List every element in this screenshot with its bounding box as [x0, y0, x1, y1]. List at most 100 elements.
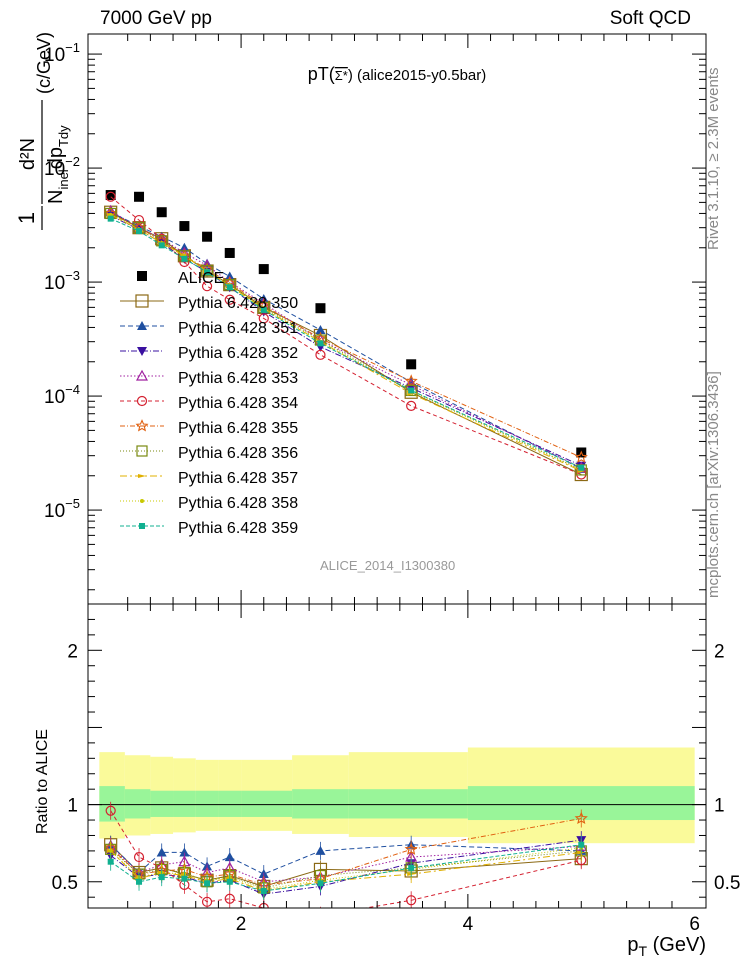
- y-label-den-part: dp: [45, 147, 67, 169]
- uncertainty-band-inner: [348, 789, 468, 819]
- data-point-ALICE: [179, 221, 190, 232]
- y-tick-label: 10−2: [44, 154, 80, 180]
- ratio-line-357: [110, 850, 582, 892]
- data-point-359: [107, 215, 114, 222]
- data-point-356: [405, 384, 417, 397]
- y-label-denominator: NineldpTdy: [45, 125, 71, 204]
- y-label-one: 1: [14, 212, 39, 224]
- plot-title-particle: Σ*: [335, 68, 348, 83]
- analysis-reference: ALICE_2014_I1300380: [320, 558, 456, 573]
- data-point-ALICE: [406, 359, 417, 370]
- plot-title-tail: ) (alice2015-y0.5bar): [348, 67, 486, 84]
- ratio-line-351: [110, 844, 582, 875]
- x-tick-label: 4: [463, 914, 474, 935]
- data-point-354: [133, 214, 145, 226]
- legend-marker-351: [137, 321, 147, 330]
- legend-label-350: Pythia 6.428 350: [178, 295, 298, 312]
- plot-title-main: pT(: [308, 64, 335, 84]
- ratio-point-351: [315, 845, 326, 855]
- legend-marker-350: [135, 294, 149, 308]
- data-point-355: [574, 450, 588, 463]
- y-tick-mantissa: 10: [44, 387, 65, 408]
- uncertainty-band-inner: [195, 790, 219, 817]
- ratio-point-355: [574, 811, 588, 825]
- y-tick-mantissa: 10: [44, 45, 65, 66]
- x-axis-title: pT (GeV): [627, 934, 706, 959]
- data-point-356: [201, 265, 213, 277]
- ratio-y-tick-label-left: 1: [67, 796, 78, 817]
- ratio-point-359: [136, 878, 143, 885]
- ratio-line-350: [110, 844, 582, 887]
- ratio-point-359: [226, 878, 233, 885]
- ratio-point-354: [406, 895, 417, 906]
- y-label-numerator: d²N: [17, 138, 39, 170]
- ratio-y-axis-label: Ratio to ALICE: [34, 729, 51, 834]
- series-line-356: [110, 212, 582, 471]
- main-plot-frame: [87, 33, 707, 605]
- y-tick-label: 10−3: [44, 268, 80, 294]
- data-point-359: [158, 242, 165, 249]
- ratio-line-358: [110, 847, 582, 891]
- x-axis-title-unit: (GeV): [647, 934, 706, 956]
- uncertainty-band-inner: [124, 789, 151, 819]
- legend-label-ALICE: ALICE: [178, 270, 224, 287]
- y-label-den-part: N: [45, 190, 67, 204]
- series-line-359: [110, 218, 582, 469]
- data-point-359: [204, 269, 211, 276]
- series-line-354: [110, 196, 582, 475]
- ratio-point-354: [133, 851, 145, 863]
- legend-marker-352: [137, 347, 147, 356]
- data-point-ALICE: [134, 191, 145, 202]
- data-point-359: [317, 340, 324, 347]
- legend-marker-355: [135, 419, 149, 432]
- ratio-point-359: [204, 880, 211, 887]
- data-point-359: [136, 228, 143, 235]
- main-panel: 10−510−410−310−210−1pT(Σ*) (alice2015-y0…: [14, 32, 707, 605]
- data-point-354: [201, 281, 213, 292]
- data-point-351: [315, 324, 326, 334]
- legend-label-351: Pythia 6.428 351: [178, 320, 298, 337]
- data-point-354: [315, 349, 326, 360]
- main-y-axis-label: 1 d²N NineldpTdy (c/GeV): [14, 32, 71, 230]
- ratio-y-tick-label-left: 0.5: [52, 873, 78, 894]
- series-line-351: [110, 211, 582, 470]
- ratio-point-351: [156, 847, 167, 857]
- y-tick-label: 10−4: [44, 382, 80, 408]
- rivet-version-label: Rivet 3.1.10, ≥ 2.3M events: [705, 67, 722, 251]
- ratio-line-359: [110, 844, 582, 892]
- ratio-point-359: [408, 864, 415, 871]
- y-tick-mantissa: 10: [44, 273, 65, 294]
- data-point-354: [224, 294, 235, 305]
- legend-marker-ALICE: [137, 271, 147, 281]
- y-label-unit: (c/GeV): [34, 32, 54, 94]
- ratio-point-359: [578, 841, 585, 848]
- uncertainty-band-inner: [292, 789, 349, 819]
- ratio-panel: 0.5 0.5 1 1 2 2 2 4 6: [52, 603, 740, 935]
- ratio-y-tick-label-right: 0.5: [714, 873, 740, 894]
- ratio-series-353: [104, 837, 588, 891]
- data-point-354: [258, 313, 269, 324]
- series-350: [104, 205, 588, 482]
- data-point-ALICE: [105, 190, 116, 201]
- ratio-series-350: [104, 835, 588, 896]
- y-tick-exponent: −3: [65, 268, 80, 283]
- ratio-point-359: [260, 888, 267, 895]
- legend-label-353: Pythia 6.428 353: [178, 370, 298, 387]
- uncertainty-band-inner: [173, 790, 196, 817]
- plot-title: pT(Σ*) (alice2015-y0.5bar): [308, 64, 487, 84]
- ratio-series-group: [104, 801, 588, 908]
- ratio-point-351: [224, 852, 235, 862]
- data-point-354: [406, 400, 417, 411]
- ratio-y-tick-label-right: 1: [714, 796, 725, 817]
- uncertainty-band-inner: [241, 790, 293, 817]
- legend-marker-354: [136, 395, 148, 407]
- ratio-point-351: [179, 847, 190, 857]
- legend-label-357: Pythia 6.428 357: [178, 470, 298, 487]
- data-point-359: [181, 255, 188, 262]
- legend-label-358: Pythia 6.428 358: [178, 495, 298, 512]
- ratio-point-354: [201, 896, 213, 907]
- series-ALICE: [105, 190, 587, 458]
- legend-label-354: Pythia 6.428 354: [178, 395, 298, 412]
- y-tick-exponent: −4: [65, 382, 80, 397]
- x-tick-label: 2: [236, 914, 247, 935]
